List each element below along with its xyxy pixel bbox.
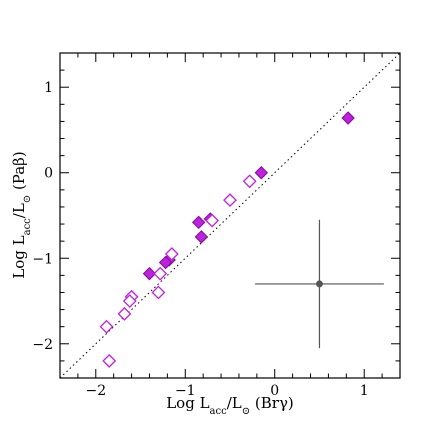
x-tick-label: 1 — [360, 383, 369, 399]
y-tick-label: −2 — [32, 337, 53, 353]
open-diamond-point — [102, 353, 117, 368]
x-axis-title: Log Lacc/L⊙ (Brγ) — [166, 394, 294, 417]
error-bar-center — [315, 280, 323, 288]
filled-diamond-point — [142, 266, 157, 281]
filled-diamond-point — [191, 215, 206, 230]
y-tick-label: −1 — [32, 251, 53, 267]
tick-labels: −2 −1 0 1 −2 −1 0 1 — [32, 80, 368, 399]
y-axis-title: Log Lacc/L⊙ (Paβ) — [10, 151, 33, 278]
filled-diamond-point — [341, 111, 355, 125]
x-tick-label: 0 — [270, 383, 279, 399]
open-diamond-point — [117, 306, 132, 321]
plot-area — [60, 53, 400, 378]
filled-diamond-point — [254, 166, 269, 180]
y-tick-label: 1 — [44, 80, 53, 96]
reference-line — [60, 53, 400, 378]
open-diamond-point — [151, 285, 166, 300]
open-diamond-point — [122, 294, 137, 308]
filled-diamond-point — [194, 230, 209, 244]
open-diamond-point — [223, 193, 237, 208]
open-diamond-point — [153, 266, 168, 281]
x-tick-label: −1 — [175, 383, 196, 399]
x-tick-label: −2 — [85, 383, 106, 399]
open-diamond-point — [99, 319, 114, 334]
open-diamond-point — [164, 247, 179, 261]
y-tick-label: 0 — [44, 166, 53, 182]
open-diamond-point — [205, 213, 220, 228]
filled-diamond-point — [158, 255, 173, 270]
plot-frame — [59, 52, 401, 379]
open-diamond-point — [242, 174, 257, 189]
